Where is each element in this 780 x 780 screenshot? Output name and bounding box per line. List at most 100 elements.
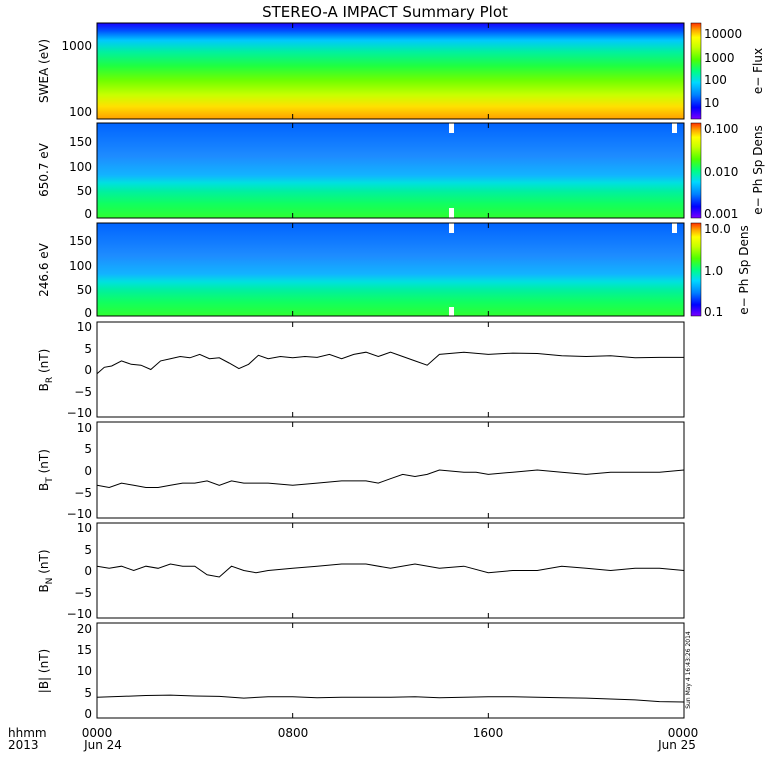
bn-ylabel-sub: N (45, 578, 55, 585)
time-tick-sub-3: Jun 25 (657, 738, 696, 752)
ch650-cbar-tick-0.010: 0.010 (704, 165, 738, 179)
ch650-ytick-0: 0 (84, 207, 92, 221)
ch246-cbar-tick-10.0: 10.0 (704, 222, 731, 236)
bt-ytick-0: 0 (84, 464, 92, 478)
bt-ylabel: BT (nT) (37, 449, 55, 491)
br-ylabel-sub: R (45, 377, 55, 383)
bt-series-line (96, 469, 685, 489)
br-panel: BR (nT) 10 5 0 −5 −10 (37, 320, 685, 420)
bn-frame (96, 522, 685, 619)
series-layer (96, 23, 685, 718)
swea-cbar-tick-100: 100 (704, 73, 727, 87)
ch650-ylabel: 650.7 eV (37, 142, 51, 197)
ch246-colorbar (690, 222, 702, 317)
ch650-cbar-label: e− Ph Sp Dens (751, 125, 765, 214)
ch246-cbar-label: e− Ph Sp Dens (737, 225, 751, 314)
bmag-ylabel: |B| (nT) (37, 649, 51, 693)
ch246-ytick-150: 150 (69, 234, 92, 248)
bn-ylabel-b: B (37, 584, 51, 592)
bt-ylabel-b: B (37, 483, 51, 491)
bmag-frame (96, 622, 685, 719)
bmag-ytick-10: 10 (77, 664, 92, 678)
time-tick-main-0: 0000 (82, 726, 113, 740)
bt-frame (96, 421, 685, 519)
swea-spectrogram (97, 23, 684, 119)
time-tick-main-2: 1600 (473, 726, 504, 740)
swea-frame (96, 22, 685, 120)
br-ytick-m10: −10 (67, 406, 92, 420)
bmag-ytick-20: 20 (77, 622, 92, 636)
br-ytick-10: 10 (77, 320, 92, 334)
bmag-series-line (96, 694, 685, 703)
ch650-gap-top (449, 123, 454, 133)
ch650-gap-bottom (449, 208, 454, 218)
bt-ylabel-unit: (nT) (37, 449, 51, 477)
ch246-gap-bottom (449, 307, 454, 316)
swea-cbar-label: e− Flux (751, 48, 765, 94)
swea-colorbar (690, 22, 702, 120)
ch650-cbar-tick-0.100: 0.100 (704, 122, 738, 136)
bn-ytick-5: 5 (84, 543, 92, 557)
ch246-spectrogram (97, 223, 684, 316)
bt-ytick-m10: −10 (67, 507, 92, 521)
time-tick-main-1: 0800 (278, 726, 309, 740)
time-tick-main-3: 0000 (668, 726, 699, 740)
ch246-gap-top (449, 223, 454, 233)
ch650-cbar-tick-0.001: 0.001 (704, 207, 738, 221)
bmag-ytick-15: 15 (77, 643, 92, 657)
ch246-panel: 246.6 eV 150 100 50 0 10.0 1.0 0.1 e− Ph… (37, 222, 751, 320)
swea-ylabel: SWEA (eV) (37, 39, 51, 103)
br-ytick-5: 5 (84, 342, 92, 356)
bn-ytick-m5: −5 (74, 586, 92, 600)
ch246-cbar-tick-1.0: 1.0 (704, 264, 723, 278)
ch246-frame (96, 222, 685, 317)
swea-ytick-1000: 1000 (61, 39, 92, 53)
swea-cbar-tick-10: 10 (704, 96, 719, 110)
bmag-panel: |B| (nT) 20 15 10 5 0 Sun May 4 16:43:26… (37, 622, 692, 721)
bn-series-line (96, 563, 685, 578)
time-axis: hhmm 2013 0000 Jun 24 0800 1600 0000 Jun… (8, 726, 698, 752)
bmag-ytick-5: 5 (84, 686, 92, 700)
bt-ylabel-sub: T (45, 477, 55, 484)
swea-cbar-tick-10000: 10000 (704, 27, 742, 41)
bn-ylabel-unit: (nT) (37, 549, 51, 577)
br-ylabel-unit: (nT) (37, 349, 51, 377)
bn-ytick-10: 10 (77, 521, 92, 535)
time-corner-bottom: 2013 (8, 738, 39, 752)
run-timestamp: Sun May 4 16:43:26 2014 (685, 631, 692, 709)
bt-ytick-10: 10 (77, 421, 92, 435)
time-tick-sub-0: Jun 24 (83, 738, 122, 752)
ch650-colorbar (690, 122, 702, 219)
ch246-ylabel: 246.6 eV (37, 242, 51, 297)
ch650-ytick-150: 150 (69, 135, 92, 149)
ch650-ytick-100: 100 (69, 160, 92, 174)
br-ytick-0: 0 (84, 363, 92, 377)
swea-panel: SWEA (eV) 1000 100 10000 1000 100 10 e− … (37, 22, 765, 120)
br-series-line (96, 351, 684, 375)
ch650-gap-right (672, 123, 677, 133)
bmag-ytick-0: 0 (84, 707, 92, 721)
bt-panel: BT (nT) 10 5 0 −5 −10 (37, 421, 685, 521)
plot-title: STEREO-A IMPACT Summary Plot (262, 3, 508, 21)
bt-ytick-5: 5 (84, 442, 92, 456)
ch650-ytick-50: 50 (77, 184, 92, 198)
br-frame (96, 321, 685, 418)
bn-ytick-m10: −10 (67, 607, 92, 621)
bn-ytick-0: 0 (84, 564, 92, 578)
ch246-cbar-tick-0.1: 0.1 (704, 305, 723, 319)
ch650-frame (96, 122, 685, 219)
ch246-ytick-100: 100 (69, 259, 92, 273)
br-ylabel-b: B (37, 383, 51, 391)
br-ylabel: BR (nT) (37, 349, 55, 392)
bn-ylabel: BN (nT) (37, 549, 55, 592)
bt-ytick-m5: −5 (74, 486, 92, 500)
ch246-ytick-50: 50 (77, 283, 92, 297)
time-corner-top: hhmm (8, 726, 47, 740)
br-ytick-m5: −5 (74, 385, 92, 399)
ch650-panel: 650.7 eV 150 100 50 0 0.100 0.010 0.001 … (37, 122, 765, 221)
ch246-ytick-0: 0 (84, 306, 92, 320)
swea-ytick-100: 100 (69, 105, 92, 119)
swea-cbar-tick-1000: 1000 (704, 51, 735, 65)
bn-panel: BN (nT) 10 5 0 −5 −10 (37, 521, 685, 621)
